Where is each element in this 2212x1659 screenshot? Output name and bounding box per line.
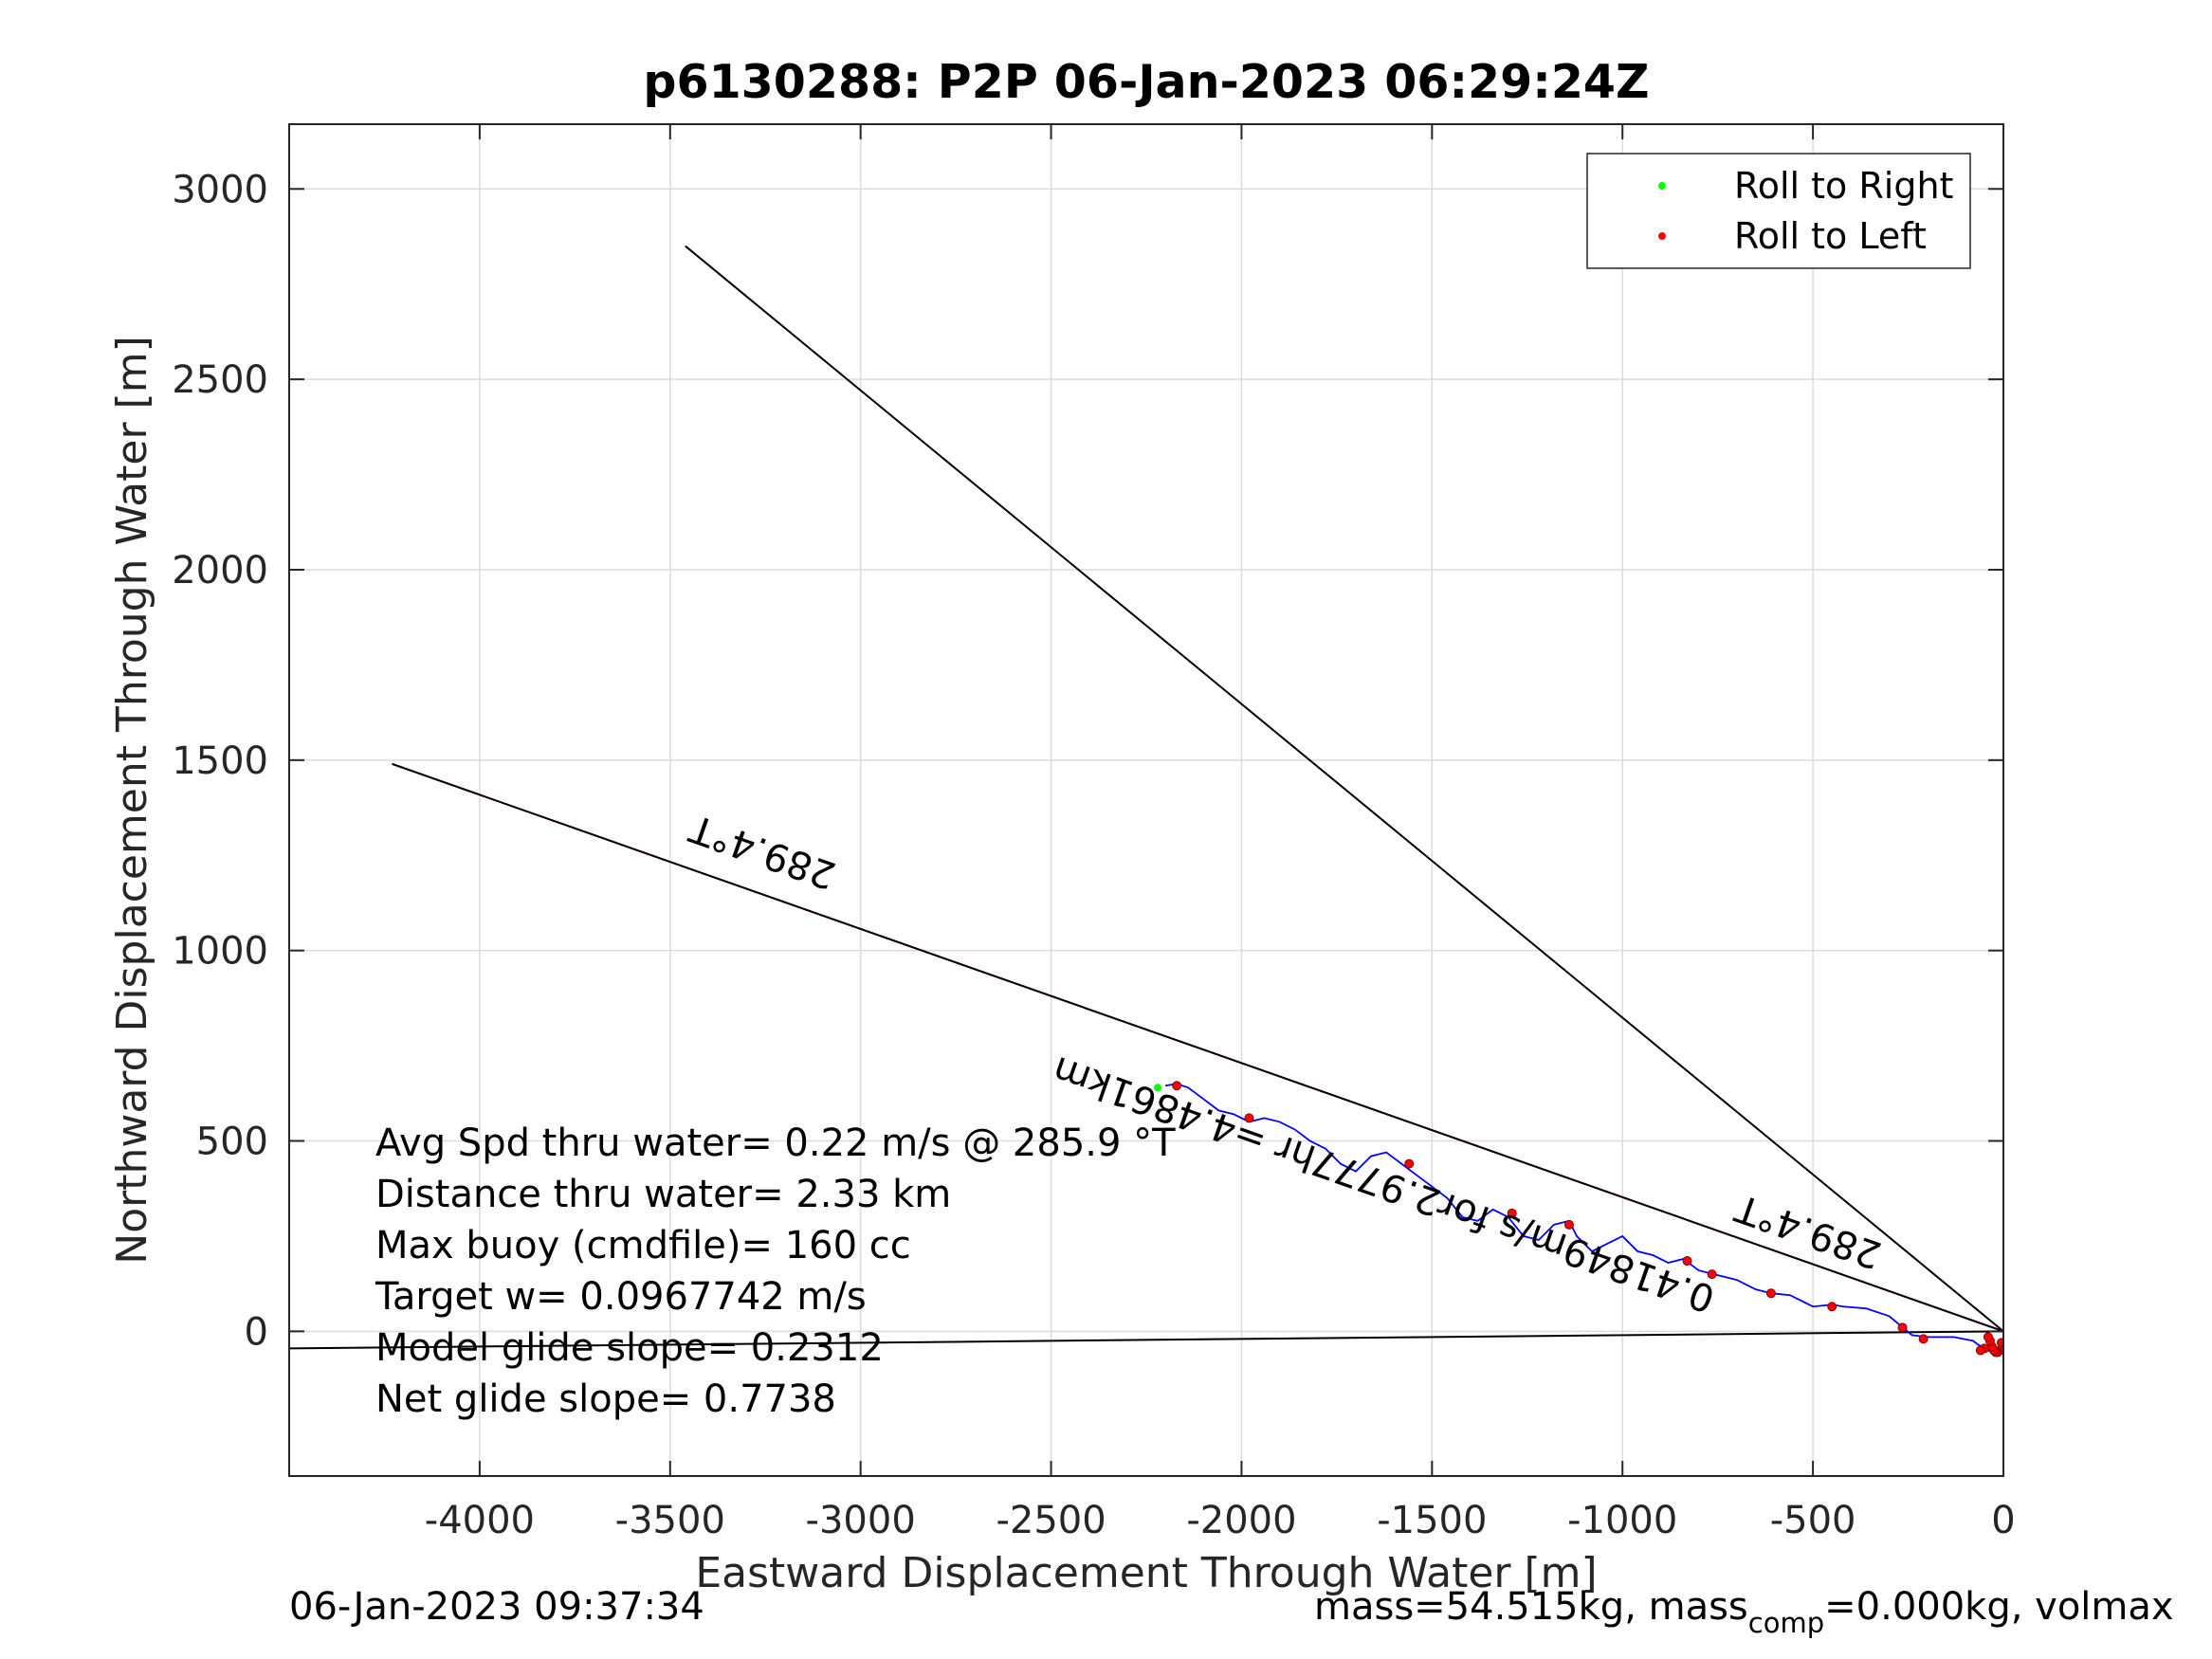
y-tick-label: 1000	[172, 930, 268, 974]
mass-prefix: mass=54.515kg, mass	[1314, 1585, 1748, 1629]
info-text-line: Max buoy (cmdfile)= 160 cc	[375, 1224, 911, 1267]
y-tick-label: 500	[196, 1121, 268, 1164]
roll-left-point	[1983, 1332, 1993, 1342]
y-tick-label: 2500	[172, 358, 268, 402]
info-text-line: Avg Spd thru water= 0.22 m/s @ 285.9 °T	[375, 1121, 1176, 1165]
roll-left-point	[1996, 1338, 2003, 1348]
roll-left-point	[1244, 1113, 1254, 1123]
x-tick-label: -3000	[806, 1499, 916, 1542]
legend-marker	[1658, 182, 1666, 190]
roll-left-point	[1563, 1219, 1574, 1230]
roll-left-point	[1682, 1256, 1692, 1267]
chart-title: p6130288: P2P 06-Jan-2023 06:29:24Z	[643, 55, 1649, 109]
mass-suffix: =0.000kg, volmax	[1824, 1585, 2174, 1629]
x-tick-label: 0	[1991, 1499, 2015, 1542]
x-tick-label: -1000	[1567, 1499, 1677, 1542]
roll-left-point	[1975, 1345, 1985, 1356]
info-text-line: Target w= 0.0967742 m/s	[375, 1275, 867, 1319]
x-tick-label: -1500	[1377, 1499, 1487, 1542]
x-tick-label: -3500	[615, 1499, 725, 1542]
legend-marker	[1658, 232, 1666, 240]
grid-lines	[289, 124, 2004, 1476]
roll-left-point	[1897, 1322, 1908, 1333]
heading-line	[392, 762, 2003, 1333]
x-tick-label: -2500	[996, 1499, 1106, 1542]
y-tick-labels: 0 500 1000 1500 2000 2500 3000	[172, 168, 268, 1354]
roll-left-point	[1507, 1208, 1517, 1218]
y-tick-label: 1500	[172, 739, 268, 783]
roll-left-point	[1827, 1302, 1837, 1312]
footer-mass-info: mass=54.515kg, masscomp=0.000kg, volmax	[1314, 1585, 2174, 1639]
plot-area	[289, 245, 2003, 1358]
info-text-line: Model glide slope= 0.2312	[375, 1326, 884, 1370]
axis-ticks	[289, 124, 2004, 1476]
x-tick-label: -2000	[1186, 1499, 1296, 1542]
heading-line	[289, 1330, 2003, 1350]
footer-timestamp: 06-Jan-2023 09:37:34	[289, 1585, 704, 1629]
x-tick-label: -4000	[425, 1499, 535, 1542]
x-axis-label: Eastward Displacement Through Water [m]	[695, 1549, 1597, 1597]
y-axis-label: Northward Displacement Through Water [m]	[108, 336, 156, 1264]
x-tick-label: -500	[1770, 1499, 1856, 1542]
legend-box	[1586, 153, 1971, 269]
plot-background	[289, 124, 2003, 1476]
info-text-line: Net glide slope= 0.7738	[375, 1377, 836, 1421]
roll-left-point	[1707, 1269, 1717, 1280]
roll-left-point	[1765, 1288, 1776, 1299]
y-tick-label: 2000	[172, 549, 268, 592]
y-tick-label: 0	[245, 1310, 268, 1354]
x-tick-labels: -4000 -3500 -3000 -2500 -2000 -1500 -1000 -500 0	[425, 1499, 2016, 1542]
info-text-block: Avg Spd thru water= 0.22 m/s @ 285.9 °T D…	[375, 1121, 1176, 1421]
plot-frame	[288, 123, 2004, 1477]
roll-left-point	[1404, 1158, 1415, 1169]
y-tick-label: 3000	[172, 168, 268, 211]
legend: Roll to Right Roll to Left	[1586, 153, 1971, 269]
roll-left-point	[1172, 1081, 1182, 1091]
legend-label: Roll to Right	[1734, 165, 1953, 207]
mass-subscript: comp	[1747, 1607, 1825, 1639]
info-text-line: Distance thru water= 2.33 km	[375, 1173, 951, 1216]
roll-left-point	[1918, 1334, 1929, 1344]
roll-right-point	[1154, 1084, 1162, 1092]
legend-label: Roll to Left	[1734, 215, 1927, 257]
heading-line	[685, 245, 2003, 1333]
